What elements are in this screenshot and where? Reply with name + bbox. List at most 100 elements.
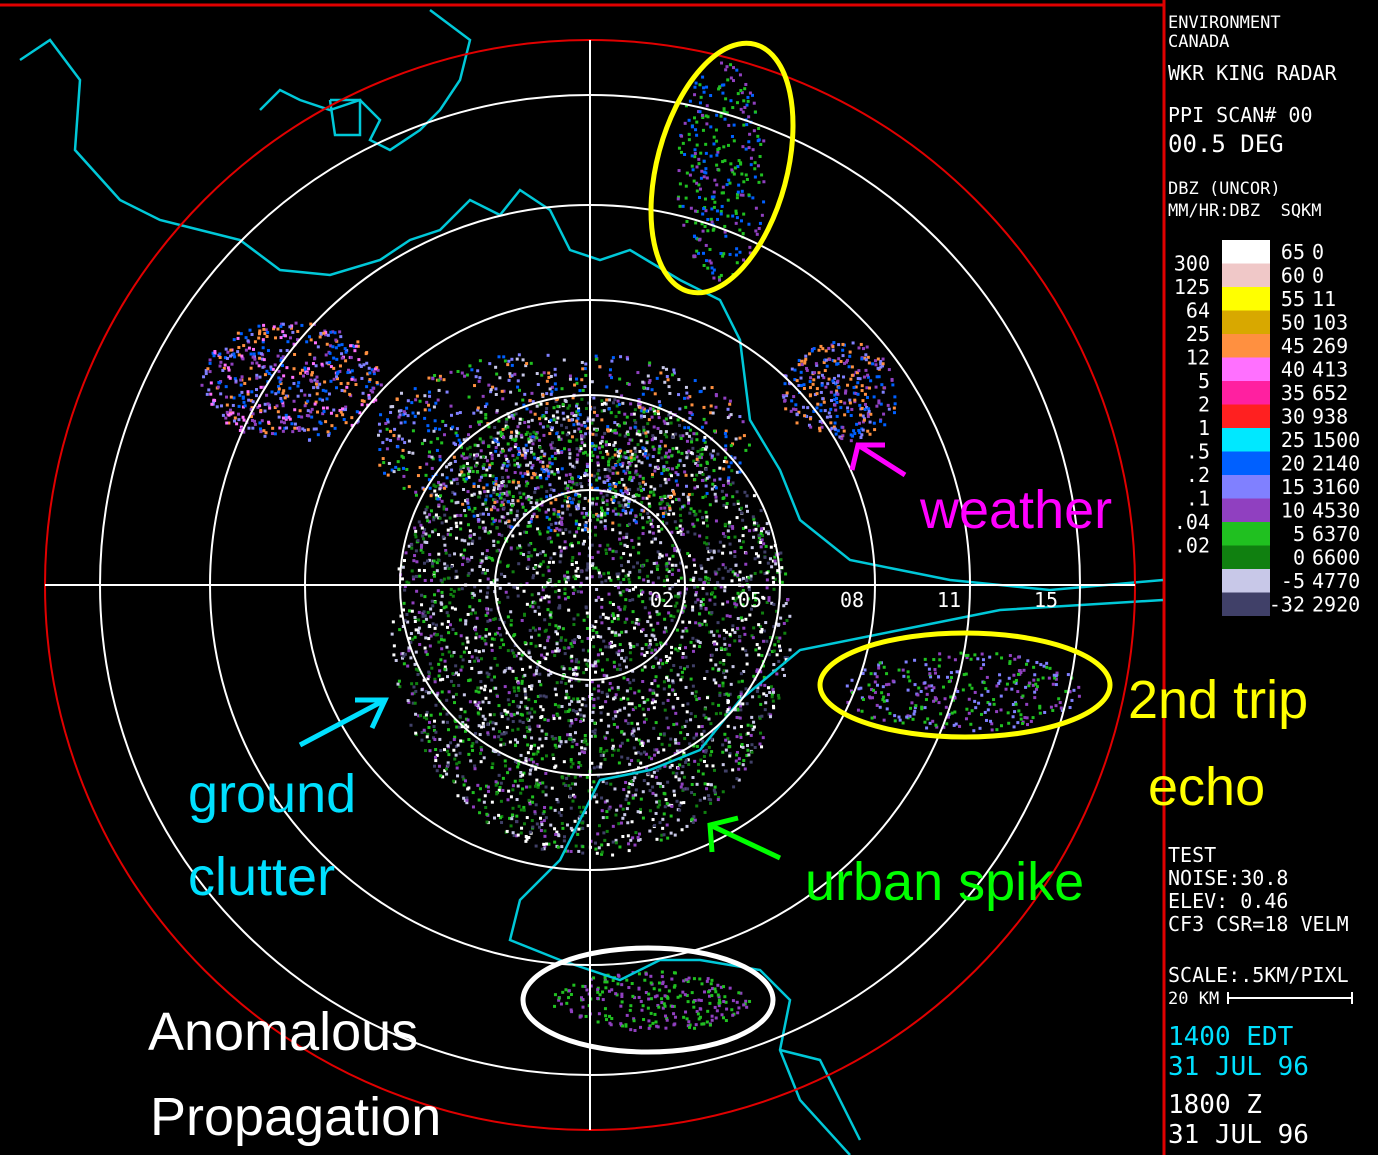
echo	[316, 345, 320, 349]
echo	[690, 413, 694, 417]
echo	[517, 449, 521, 453]
echo	[837, 357, 841, 361]
echo	[411, 451, 415, 455]
echo	[532, 471, 536, 475]
echo	[747, 597, 751, 601]
echo	[650, 388, 654, 392]
echo	[505, 464, 509, 468]
echo	[432, 725, 436, 729]
echo	[523, 392, 527, 396]
echo	[655, 561, 659, 565]
echo	[581, 648, 585, 652]
echo	[692, 644, 696, 648]
echo	[239, 383, 243, 387]
echo	[648, 829, 652, 833]
echo	[492, 491, 496, 495]
echo	[728, 745, 732, 749]
echo	[512, 713, 516, 717]
echo	[675, 799, 679, 803]
echo	[513, 759, 517, 763]
echo	[494, 477, 498, 481]
echo	[524, 364, 528, 368]
echo	[696, 585, 700, 589]
echo	[462, 693, 466, 697]
echo	[506, 710, 510, 714]
echo	[420, 603, 424, 607]
echo	[517, 562, 521, 566]
echo	[641, 600, 645, 604]
echo	[544, 410, 548, 414]
echo	[665, 553, 669, 557]
echo	[636, 443, 640, 447]
echo	[476, 711, 480, 715]
echo	[528, 398, 532, 402]
echo	[225, 403, 229, 407]
echo	[886, 403, 890, 407]
echo	[507, 703, 511, 707]
echo	[680, 610, 684, 614]
echo	[480, 636, 484, 640]
echo	[614, 813, 618, 817]
echo	[612, 499, 616, 503]
echo	[253, 340, 257, 344]
echo	[504, 420, 508, 424]
echo	[551, 560, 555, 564]
echo	[548, 483, 552, 487]
echo	[657, 451, 661, 455]
echo	[489, 666, 493, 670]
echo	[648, 504, 652, 508]
echo	[721, 563, 725, 567]
echo	[477, 484, 481, 488]
echo	[400, 577, 404, 581]
echo	[225, 410, 229, 414]
echo	[645, 441, 649, 445]
echo	[467, 433, 471, 437]
echo	[425, 462, 429, 466]
echo	[733, 572, 737, 576]
echo	[521, 505, 525, 509]
echo	[681, 765, 685, 769]
echo	[598, 450, 602, 454]
echo	[622, 505, 626, 509]
echo	[434, 427, 438, 431]
echo	[721, 681, 725, 685]
echo	[420, 730, 424, 734]
echo	[641, 392, 645, 396]
echo	[600, 511, 604, 515]
echo	[555, 797, 559, 801]
echo	[307, 367, 311, 371]
echo	[632, 476, 636, 480]
echo	[467, 650, 471, 654]
echo	[568, 733, 572, 737]
echo	[555, 642, 559, 646]
echo	[491, 440, 495, 444]
echo	[600, 515, 604, 519]
echo	[634, 585, 638, 589]
echo	[690, 437, 694, 441]
echo	[520, 418, 524, 422]
echo	[657, 556, 661, 560]
echo	[508, 666, 512, 670]
echo	[571, 480, 575, 484]
echo	[447, 631, 451, 635]
echo	[612, 616, 616, 620]
echo	[470, 666, 474, 670]
echo	[427, 534, 431, 538]
echo	[648, 518, 652, 522]
echo	[401, 565, 405, 569]
echo	[501, 479, 505, 483]
echo	[606, 616, 610, 620]
echo	[574, 577, 578, 581]
echo	[681, 527, 685, 531]
echo	[681, 655, 685, 659]
echo	[422, 715, 426, 719]
echo	[674, 479, 678, 483]
echo	[522, 589, 526, 593]
echo	[772, 625, 776, 629]
echo	[723, 732, 727, 736]
echo	[630, 508, 634, 512]
echo	[564, 597, 568, 601]
echo	[642, 713, 646, 717]
echo	[504, 731, 508, 735]
echo	[648, 530, 652, 534]
